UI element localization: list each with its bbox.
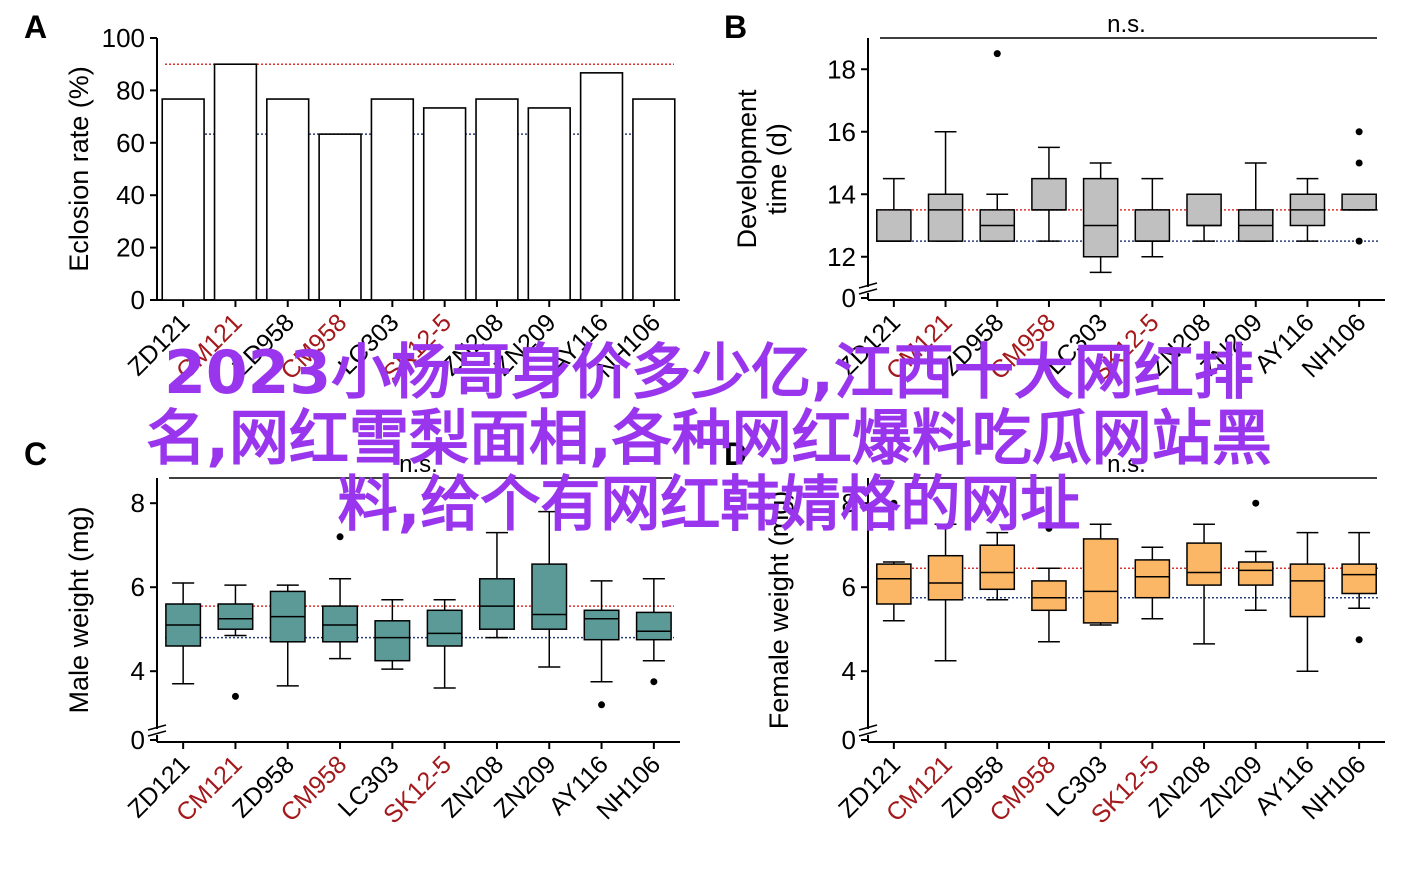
box [927, 193, 964, 242]
bar [161, 98, 205, 301]
panel-label: A [24, 9, 47, 45]
bar [370, 98, 415, 301]
outlier-point [598, 701, 606, 709]
box [583, 609, 620, 641]
box [1186, 193, 1222, 227]
y-tick-label: 8 [131, 488, 145, 518]
y-tick-label: 16 [827, 117, 856, 147]
y-tick-label: 60 [116, 128, 145, 158]
significance-label: n.s. [1107, 11, 1146, 38]
panel-label: D [724, 436, 747, 472]
box [478, 578, 515, 630]
box [1082, 538, 1119, 624]
box [1031, 580, 1067, 612]
outlier-point [1045, 524, 1053, 532]
y-tick-label: 4 [842, 656, 856, 686]
axis-break-mark [858, 282, 878, 289]
y-tick-label: 14 [827, 179, 856, 209]
y-tick-label: 100 [102, 23, 145, 53]
y-tick-label: 0 [131, 725, 145, 755]
box [1341, 563, 1377, 595]
box [374, 620, 411, 662]
box [635, 611, 672, 641]
box [1289, 563, 1326, 618]
y-tick-label: 6 [842, 572, 856, 602]
box [426, 609, 463, 647]
y-tick-label: 80 [116, 75, 145, 105]
y-axis-label: Developmenttime (d) [732, 89, 792, 249]
bar [266, 98, 310, 301]
box [1031, 177, 1067, 211]
axis-break-mark [858, 730, 878, 737]
box [217, 603, 254, 630]
y-tick-label: 12 [827, 242, 856, 272]
outlier-point [336, 533, 344, 541]
y-tick-label: 20 [116, 233, 145, 263]
y-axis-label: Male weight (mg) [64, 506, 94, 713]
outlier-point [1252, 499, 1260, 507]
bar [213, 63, 258, 301]
box [1082, 177, 1119, 258]
y-axis-label: Eclosion rate (%) [64, 66, 94, 272]
y-tick-label: 0 [131, 285, 145, 315]
outlier-point [993, 50, 1001, 58]
axis-break-gap [153, 729, 163, 735]
y-tick-label: 0 [842, 283, 856, 313]
y-tick-label: 0 [842, 725, 856, 755]
bar [632, 98, 676, 301]
outlier-point [1355, 128, 1363, 136]
box [531, 563, 568, 630]
box [979, 544, 1016, 591]
bar [579, 72, 624, 301]
axis-break-gap [864, 729, 874, 735]
significance-label: n.s. [1107, 451, 1146, 478]
axis-break-mark [147, 724, 167, 731]
bar [422, 107, 467, 301]
axis-break-mark [858, 288, 878, 295]
y-tick-label: 40 [116, 180, 145, 210]
outlier-point [1355, 159, 1363, 167]
box [1134, 559, 1171, 599]
outlier-point [1355, 636, 1363, 644]
panel-label: B [724, 9, 747, 45]
axis-break-mark [858, 724, 878, 731]
box [1186, 542, 1222, 586]
box [927, 554, 964, 601]
box [322, 605, 359, 643]
box [1341, 193, 1377, 211]
outlier-point [231, 692, 239, 700]
bar [318, 133, 362, 301]
box [876, 209, 912, 242]
y-tick-label: 6 [131, 572, 145, 602]
y-axis-label: Female weight (mg) [764, 491, 794, 730]
y-tick-label: 18 [827, 54, 856, 84]
bar [527, 107, 571, 301]
bar [475, 98, 519, 301]
y-tick-label: 4 [131, 656, 145, 686]
outlier-point [1355, 237, 1363, 245]
outlier-point [890, 499, 898, 507]
panel-label: C [24, 436, 47, 472]
axis-break-gap [864, 287, 874, 293]
box [876, 563, 912, 605]
axis-break-mark [147, 730, 167, 737]
significance-label: n.s. [399, 451, 438, 478]
box [1134, 209, 1171, 242]
y-tick-label: 8 [842, 488, 856, 518]
outlier-point [650, 678, 658, 686]
box [1237, 561, 1274, 586]
